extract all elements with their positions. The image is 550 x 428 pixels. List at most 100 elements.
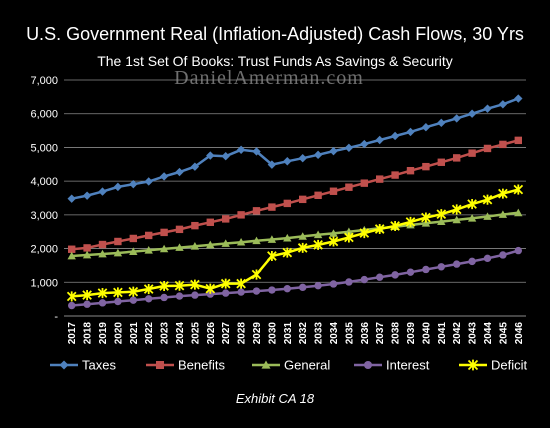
data-point bbox=[467, 109, 477, 118]
data-point bbox=[83, 244, 91, 252]
x-tick-label: 2033 bbox=[314, 322, 325, 345]
legend-item-interest: Interest bbox=[354, 358, 430, 373]
data-point bbox=[282, 247, 293, 258]
series-interest bbox=[68, 246, 522, 310]
y-tick-label: 2,000 bbox=[30, 244, 58, 256]
data-point bbox=[68, 245, 76, 253]
legend-item-benefits: Benefits bbox=[146, 358, 225, 373]
data-point bbox=[299, 195, 307, 204]
data-point bbox=[283, 233, 292, 242]
data-point bbox=[160, 293, 168, 302]
data-point bbox=[221, 151, 230, 161]
data-point bbox=[359, 228, 370, 239]
data-point bbox=[236, 237, 246, 246]
data-point bbox=[314, 191, 322, 200]
x-tick-label: 2031 bbox=[283, 322, 294, 345]
x-tick-label: 2037 bbox=[375, 322, 386, 345]
data-point bbox=[190, 279, 200, 290]
data-point bbox=[360, 179, 368, 187]
legend: Taxes Benefits General Interest Deficit bbox=[50, 358, 528, 373]
data-point bbox=[422, 162, 430, 171]
data-point bbox=[437, 118, 446, 128]
data-point bbox=[406, 127, 415, 137]
data-point bbox=[391, 171, 399, 179]
data-point bbox=[220, 278, 231, 289]
data-point bbox=[297, 242, 308, 253]
data-point bbox=[513, 184, 524, 195]
data-point bbox=[345, 183, 353, 191]
data-point bbox=[514, 246, 522, 255]
data-point bbox=[175, 243, 184, 251]
data-point bbox=[483, 212, 492, 220]
x-tick-label: 2017 bbox=[67, 322, 78, 345]
data-point bbox=[483, 104, 492, 113]
data-point bbox=[82, 250, 92, 259]
data-point bbox=[283, 284, 291, 293]
data-point bbox=[206, 218, 214, 226]
data-point bbox=[299, 283, 307, 292]
data-point bbox=[514, 94, 523, 103]
watermark: DanielAmerman.com bbox=[174, 67, 364, 89]
data-point bbox=[344, 232, 354, 243]
y-tick-label: 7,000 bbox=[30, 75, 58, 87]
data-point bbox=[374, 223, 385, 235]
data-point bbox=[328, 236, 339, 247]
x-tick-label: 2027 bbox=[221, 322, 232, 345]
legend-label: Interest bbox=[386, 358, 430, 373]
x-tick-label: 2045 bbox=[498, 322, 509, 345]
data-point bbox=[452, 114, 461, 123]
data-point bbox=[190, 162, 200, 171]
data-point bbox=[252, 236, 261, 245]
data-point bbox=[113, 287, 123, 298]
data-point bbox=[364, 361, 372, 369]
x-tick-label: 2025 bbox=[190, 322, 201, 345]
data-point bbox=[467, 214, 477, 222]
data-point bbox=[437, 217, 446, 225]
x-tick-label: 2020 bbox=[113, 322, 124, 345]
x-tick-label: 2035 bbox=[344, 322, 355, 345]
exhibit-caption: Exhibit CA 18 bbox=[236, 391, 315, 406]
series-general bbox=[67, 208, 523, 260]
series-line bbox=[71, 188, 519, 298]
x-tick-label: 2042 bbox=[452, 322, 463, 345]
data-point bbox=[129, 247, 138, 255]
data-point bbox=[251, 269, 262, 280]
data-point bbox=[421, 219, 431, 227]
data-point bbox=[453, 154, 461, 162]
data-point bbox=[252, 287, 261, 295]
data-point bbox=[514, 136, 522, 145]
x-tick-label: 2023 bbox=[160, 322, 171, 345]
data-point bbox=[143, 283, 154, 295]
data-point bbox=[252, 147, 261, 156]
y-tick-label: - bbox=[54, 311, 58, 323]
data-point bbox=[159, 172, 169, 181]
data-point bbox=[98, 299, 107, 307]
x-tick-label: 2029 bbox=[252, 322, 263, 345]
data-point bbox=[98, 249, 107, 258]
x-tick-label: 2041 bbox=[437, 322, 448, 345]
legend-item-deficit: Deficit bbox=[459, 358, 528, 373]
data-point bbox=[313, 239, 323, 250]
data-point bbox=[344, 227, 354, 236]
data-point bbox=[421, 123, 431, 132]
data-point bbox=[283, 199, 291, 208]
data-point bbox=[83, 300, 91, 308]
data-point bbox=[391, 271, 399, 279]
data-point bbox=[66, 291, 77, 302]
data-point bbox=[67, 251, 76, 260]
data-point bbox=[436, 209, 447, 220]
data-point bbox=[329, 187, 338, 195]
data-point bbox=[236, 145, 246, 154]
legend-item-general: General bbox=[252, 358, 330, 373]
data-point bbox=[156, 361, 164, 369]
data-point bbox=[313, 230, 323, 239]
data-point bbox=[236, 278, 246, 289]
data-point bbox=[437, 158, 445, 166]
data-point bbox=[376, 273, 384, 281]
chart-subtitle: The 1st Set Of Books: Trust Funds As Sav… bbox=[97, 53, 453, 69]
data-point bbox=[499, 251, 507, 259]
data-point bbox=[98, 187, 107, 196]
y-tick-label: 4,000 bbox=[30, 176, 58, 188]
x-tick-label: 2038 bbox=[391, 322, 402, 345]
